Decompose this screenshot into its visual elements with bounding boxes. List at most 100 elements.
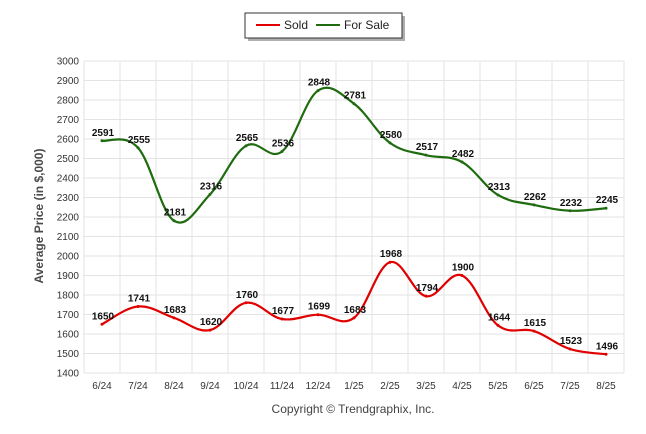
data-point-for-sale [604,206,608,210]
data-label-for-sale: 2482 [452,149,475,160]
data-point-for-sale [280,149,284,153]
data-point-sold [568,347,572,351]
copyright: Copyright © Trendgraphix, Inc. [272,402,435,416]
data-label-for-sale: 2591 [92,128,115,139]
data-point-sold [136,305,140,309]
y-axis-label: Average Price (in $,000) [32,149,46,284]
x-tick-label: 3/25 [416,381,436,392]
data-label-sold: 1968 [380,249,403,260]
data-point-sold [388,260,392,264]
y-tick-label: 1400 [57,369,80,380]
y-tick-label: 1500 [57,349,80,360]
x-tick-label: 9/24 [200,381,220,392]
y-tick-label: 3000 [57,57,80,68]
data-label-sold: 1644 [488,312,511,323]
y-tick-label: 2100 [57,232,80,243]
x-tick-label: 5/25 [488,381,508,392]
data-label-for-sale: 2555 [128,135,151,146]
data-point-sold [460,274,464,277]
data-label-for-sale: 2316 [200,181,223,192]
x-tick-label: 2/25 [380,381,400,392]
data-point-for-sale [172,219,176,223]
y-tick-label: 2700 [57,115,80,126]
data-label-sold: 1683 [344,305,367,316]
data-point-for-sale [496,193,500,197]
data-point-for-sale [532,203,536,207]
data-point-for-sale [244,144,248,148]
data-labels: 1650 1741 1683 1620 1760 1677 1699 1683 1968 1794… [92,78,619,353]
data-label-sold: 1699 [308,302,331,313]
data-point-sold [496,323,500,327]
data-point-sold [280,317,284,321]
y-tick-label: 1900 [57,271,80,282]
data-point-sold [316,313,320,317]
legend-label-sold: Sold [284,18,308,32]
series-line-for-sale [101,86,607,224]
data-point-for-sale [568,209,572,213]
data-point-for-sale [316,89,320,93]
data-point-for-sale [208,192,212,196]
data-point-sold [100,322,104,326]
data-label-for-sale: 2848 [308,78,331,89]
data-point-sold [604,352,608,356]
y-tick-label: 2500 [57,154,80,165]
data-label-for-sale: 2781 [344,91,367,102]
data-label-sold: 1683 [164,305,187,316]
y-tick-label: 2600 [57,135,80,146]
x-tick-label: 6/24 [92,381,112,392]
x-tick-label: 7/24 [128,381,148,392]
y-tick-label: 2000 [57,252,80,263]
data-point-sold [352,316,356,320]
x-tick-label: 11/24 [270,381,295,392]
data-label-sold: 1650 [92,311,115,322]
data-point-for-sale [352,102,356,106]
y-tick-label: 2400 [57,174,80,185]
data-point-for-sale [460,160,464,164]
data-label-sold: 1615 [524,318,547,329]
x-tick-label: 10/24 [233,381,258,392]
x-tick-label: 7/25 [560,381,580,392]
data-label-for-sale: 2181 [164,208,187,219]
data-points [100,89,608,356]
data-point-sold [424,294,428,298]
data-label-sold: 1900 [452,263,475,274]
data-point-for-sale [388,141,392,145]
x-tick-label: 6/25 [524,381,544,392]
data-label-sold: 1677 [272,306,295,317]
legend: Sold For Sale [244,12,405,41]
x-tick-label: 4/25 [452,381,472,392]
y-tick-label: 1700 [57,310,80,321]
data-label-sold: 1741 [128,294,151,305]
grid-lines [83,60,625,374]
data-point-sold [244,301,248,305]
data-label-for-sale: 2232 [560,198,583,209]
data-point-for-sale [136,146,140,150]
x-axis-ticks: 6/24 7/24 8/24 9/24 10/24 11/24 12/24 1/25 2/25 3… [92,381,616,392]
data-label-for-sale: 2536 [272,138,295,149]
y-tick-label: 2800 [57,96,80,107]
data-label-for-sale: 2262 [524,192,547,203]
y-tick-label: 1600 [57,330,80,341]
data-point-sold [208,328,212,332]
data-point-for-sale [424,153,428,157]
y-tick-label: 2900 [57,76,80,87]
data-label-for-sale: 2517 [416,142,439,153]
data-point-for-sale [100,139,104,143]
y-axis-ticks: 1400 1500 1600 1700 1800 1900 2000 2100 2200 2300… [57,57,80,380]
data-label-sold: 1523 [560,336,583,347]
y-tick-label: 1800 [57,291,80,302]
data-label-for-sale: 2313 [488,182,511,193]
data-label-for-sale: 2580 [380,130,403,141]
data-point-sold [532,329,536,333]
x-tick-label: 8/24 [164,381,184,392]
x-tick-label: 1/25 [344,381,364,392]
data-label-sold: 1760 [236,290,259,301]
legend-label-for-sale: For Sale [344,18,390,32]
x-tick-label: 12/24 [305,381,330,392]
data-label-for-sale: 2565 [236,133,259,144]
data-point-sold [172,316,176,320]
data-label-for-sale: 2245 [596,195,619,206]
data-label-sold: 1496 [596,341,619,352]
y-tick-label: 2200 [57,213,80,224]
